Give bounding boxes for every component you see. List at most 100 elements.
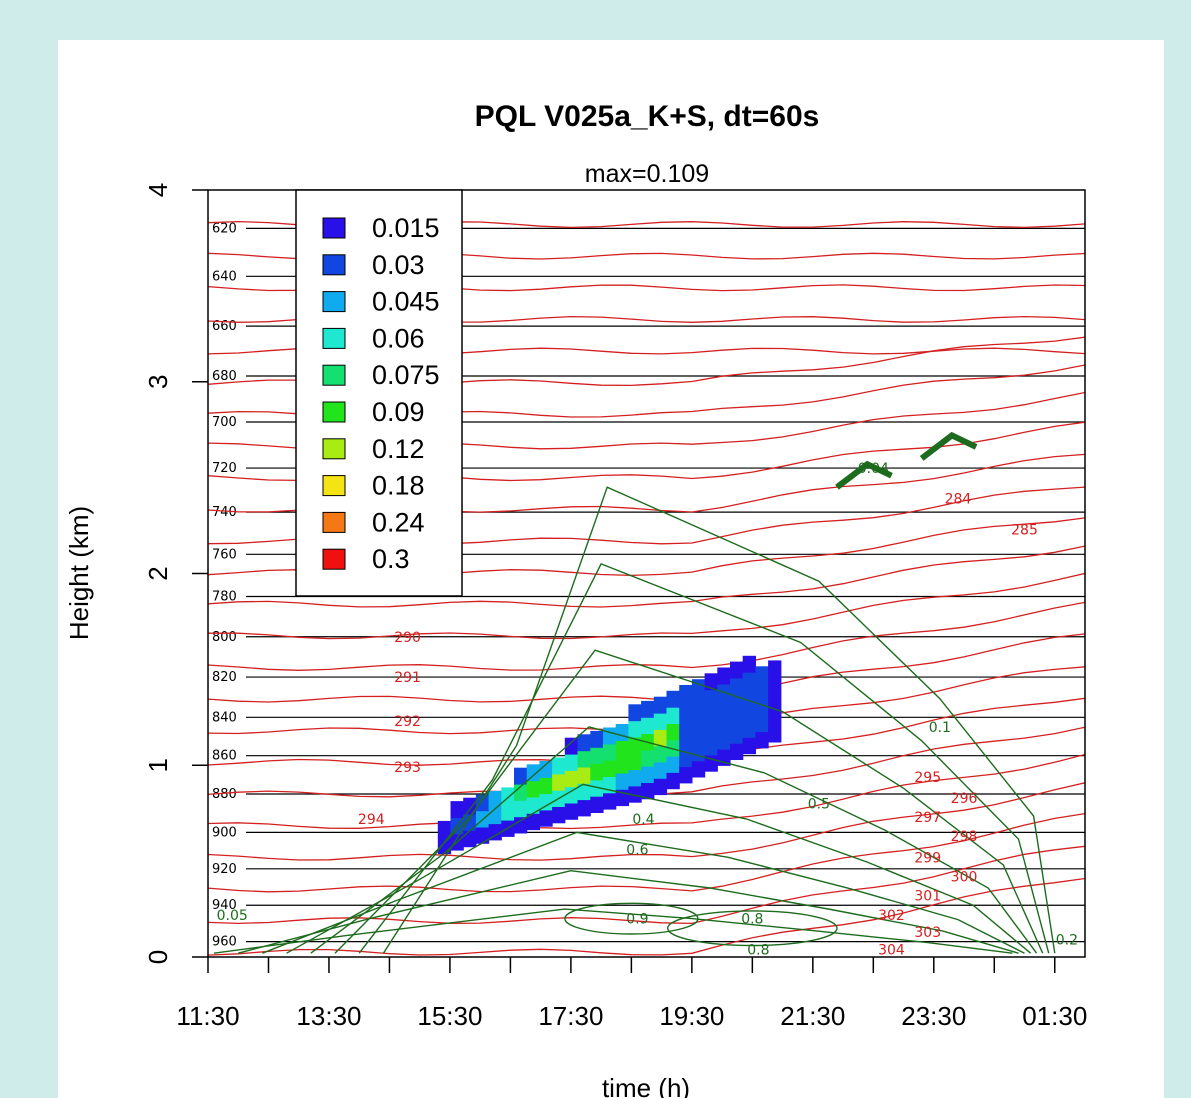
heatmap-cell — [615, 740, 629, 758]
theta-contour — [208, 753, 1085, 830]
rh-contour — [358, 563, 1050, 954]
heatmap-cell — [641, 700, 655, 718]
heatmap-cell — [755, 715, 769, 733]
heatmap-cell — [641, 766, 655, 783]
rh-label: 0.8 — [741, 912, 763, 928]
heatmap-cell — [628, 736, 642, 754]
heatmap-cell — [691, 760, 706, 778]
theta-label: 292 — [394, 714, 421, 730]
rh-contour — [835, 460, 893, 490]
heatmap-cell — [653, 729, 668, 747]
heatmap-cell — [564, 770, 579, 788]
rh-contour — [310, 726, 1038, 954]
rh-contour — [666, 910, 838, 947]
heatmap-cell — [653, 696, 668, 714]
heatmap-cell — [691, 728, 706, 745]
pressure-label: 780 — [212, 590, 237, 605]
y-tick-label: 3 — [143, 375, 173, 389]
heatmap-cell — [691, 679, 706, 697]
heatmap-cell — [691, 711, 706, 729]
heatmap-cell — [768, 660, 782, 678]
theta-label: 294 — [358, 812, 385, 828]
heatmap-cell — [768, 709, 782, 727]
rh-label: 0.9 — [626, 912, 648, 928]
heatmap-cell — [564, 802, 579, 820]
heatmap-cell — [463, 814, 477, 831]
pressure-label: 960 — [212, 935, 237, 950]
pressure-label: 740 — [212, 505, 237, 520]
x-axis: 11:30 13:30 15:30 17:30 19:30 21:30 23:30 01:30 — [176, 957, 1087, 1031]
heatmap-cell — [666, 707, 680, 724]
pressure-label: 720 — [212, 461, 237, 476]
pressure-label: 840 — [212, 710, 237, 725]
pressure-label: 660 — [212, 319, 237, 334]
heatmap-cell — [463, 830, 477, 848]
theta-contour — [208, 545, 1085, 608]
legend-label: 0.3 — [372, 544, 410, 574]
theta-label: 302 — [878, 908, 905, 924]
heatmap-cell — [628, 704, 642, 722]
rh-label: 0.05 — [217, 908, 248, 924]
rh-contour — [564, 902, 699, 935]
heatmap-cell — [475, 826, 490, 844]
rh-label: 0.4 — [632, 812, 654, 828]
heatmap-cell — [691, 744, 706, 762]
heatmap-cell — [704, 754, 718, 772]
theta-contour — [208, 633, 1085, 703]
heatmap-cell — [603, 792, 617, 810]
heatmap-cell — [742, 737, 756, 755]
heatmap-cell — [717, 732, 731, 750]
theta-contour — [208, 601, 1085, 671]
heatmap-cell — [577, 750, 591, 768]
heatmap-cell — [666, 772, 680, 790]
heatmap-cell — [577, 799, 591, 817]
contour-labels: 290 291 292 293 294 295 296 297 298 299 300 301 302 3… — [217, 461, 1078, 958]
rh-label: 0.6 — [626, 843, 648, 859]
legend-swatch — [322, 548, 346, 570]
theta-label: 285 — [1011, 522, 1038, 538]
theta-contour — [208, 782, 1085, 861]
heatmap-cell — [539, 809, 553, 827]
heatmap-cell — [488, 807, 502, 825]
heatmap-cell — [717, 700, 731, 717]
heatmap-cell — [628, 753, 642, 771]
heatmap-cell — [666, 756, 680, 773]
y-tick-label: 1 — [143, 758, 173, 772]
pressure-label: 920 — [212, 862, 237, 877]
heatmap-cell — [704, 722, 718, 740]
pressure-label: 820 — [212, 670, 237, 685]
heatmap-cell — [730, 661, 744, 679]
legend-label: 0.075 — [372, 360, 440, 390]
legend-swatch — [322, 511, 346, 533]
heatmap-cells — [437, 655, 782, 855]
heatmap-cell — [539, 760, 553, 778]
legend-swatch — [322, 438, 346, 460]
theta-label: 291 — [394, 670, 421, 686]
heatmap-cell — [526, 764, 540, 782]
heatmap-cell — [539, 793, 553, 811]
rh-label: 0.1 — [929, 720, 951, 736]
heatmap-cell — [653, 745, 668, 763]
heatmap-cell — [679, 685, 693, 702]
legend-swatch — [322, 291, 346, 313]
heatmap-cell — [590, 796, 604, 813]
heatmap-cell — [603, 760, 617, 777]
legend-label: 0.03 — [372, 250, 425, 280]
heatmap-cell — [730, 726, 744, 744]
theta-label: 293 — [394, 760, 421, 776]
heatmap-cell — [679, 701, 693, 719]
heatmap-cell — [768, 693, 782, 710]
heatmap-cell — [628, 785, 642, 803]
heatmap-cell — [641, 782, 655, 800]
heatmap-cell — [742, 655, 756, 673]
heatmap-cell — [666, 739, 680, 757]
heatmap-cell — [615, 724, 629, 741]
heatmap-cell — [742, 672, 756, 689]
heatmap-cell — [679, 766, 693, 784]
x-axis-title: time (h) — [602, 1073, 690, 1098]
pressure-label: 620 — [212, 221, 237, 236]
theta-label: 296 — [951, 791, 978, 807]
heatmap-cell — [526, 813, 540, 831]
heatmap-cell — [615, 756, 629, 774]
pressure-label: 880 — [212, 787, 237, 802]
